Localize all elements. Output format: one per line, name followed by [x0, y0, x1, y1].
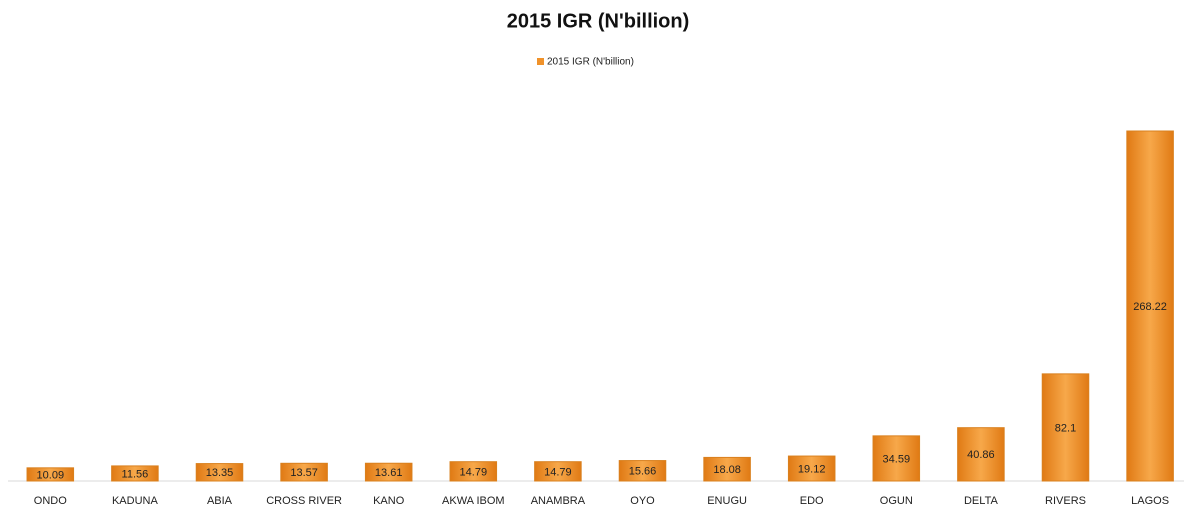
bar [1126, 130, 1174, 482]
bar [534, 461, 582, 482]
x-tick-label: CROSS RIVER [266, 495, 342, 507]
value-label: 10.09 [37, 469, 65, 481]
bar [449, 461, 498, 482]
x-tick-label: AKWA IBOM [442, 495, 505, 507]
value-label: 18.08 [713, 464, 741, 476]
bar [787, 455, 836, 482]
x-tick-label: ONDO [34, 495, 67, 507]
value-label: 19.12 [798, 463, 826, 475]
bar [618, 460, 667, 482]
value-label: 14.79 [460, 466, 488, 478]
x-tick-label: LAGOS [1131, 495, 1169, 507]
bar [111, 465, 159, 482]
chart-title: 2015 IGR (N'billion) [507, 10, 690, 32]
bar [280, 462, 328, 482]
x-tick-label: ANAMBRA [531, 495, 586, 507]
bar [26, 467, 75, 482]
bar [364, 462, 413, 482]
value-label: 268.22 [1133, 301, 1167, 313]
x-tick-label: DELTA [964, 495, 998, 507]
bar [195, 463, 244, 482]
value-label: 13.57 [290, 467, 318, 479]
value-label: 13.61 [375, 467, 403, 479]
bar [872, 435, 921, 482]
value-label: 11.56 [122, 468, 149, 480]
value-label: 82.1 [1055, 422, 1076, 434]
legend-label: 2015 IGR (N'billion) [547, 57, 634, 68]
x-tick-label: OGUN [880, 495, 913, 507]
bar [957, 427, 1005, 482]
x-tick-label: KANO [373, 495, 405, 507]
x-tick-label: RIVERS [1045, 495, 1086, 507]
value-label: 34.59 [883, 453, 911, 465]
legend-swatch [537, 58, 544, 65]
x-tick-label: EDO [800, 495, 824, 507]
bar [1041, 373, 1090, 482]
x-tick-label: ENUGU [707, 495, 747, 507]
bar [703, 456, 751, 482]
value-label: 13.35 [206, 467, 234, 479]
value-label: 15.66 [629, 466, 657, 478]
value-label: 40.86 [967, 449, 995, 461]
value-label: 14.79 [544, 466, 572, 478]
x-tick-label: ABIA [207, 495, 233, 507]
x-tick-label: KADUNA [112, 495, 159, 507]
x-tick-label: OYO [630, 495, 655, 507]
